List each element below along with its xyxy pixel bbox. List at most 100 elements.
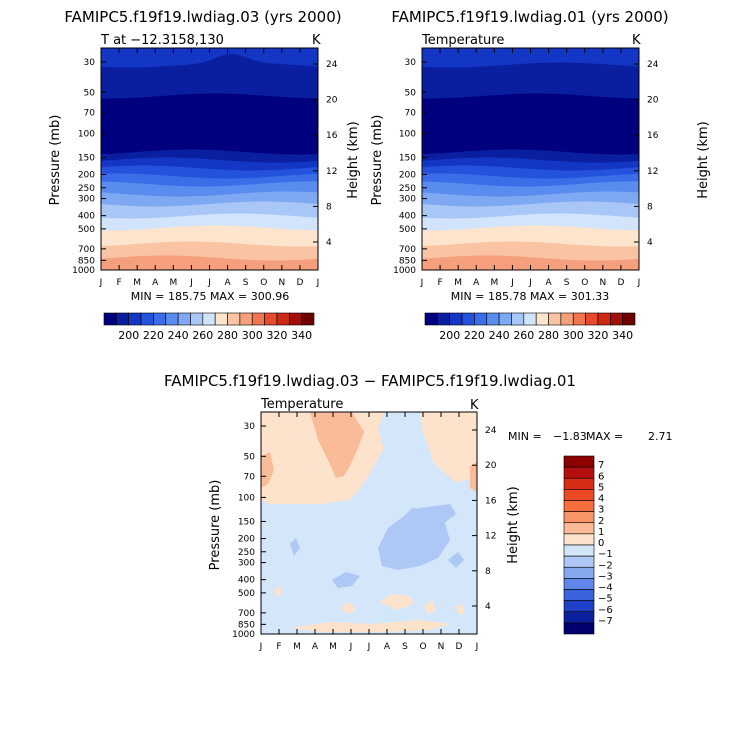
panel1-colorbar-label: 220	[143, 329, 164, 342]
panel1-stats: MIN = 185.75 MAX = 300.96	[131, 290, 289, 303]
panel3-colorbar-swatch	[563, 489, 595, 501]
panel1-colorbar-swatch	[128, 312, 142, 326]
panel1-height-label: 24	[326, 60, 338, 70]
panel2-colorbar-swatch	[486, 312, 500, 326]
panel3-colorbar-swatch	[563, 544, 595, 557]
panel1-colorbar-label: 320	[266, 329, 287, 342]
panel3-month-label: A	[384, 642, 391, 652]
panel1-ylabel-right: Height (km)	[346, 121, 361, 198]
panel1-colorbar-swatch	[288, 312, 302, 326]
panel1-colorbar-swatch	[264, 312, 278, 326]
panel2-stats: MIN = 185.78 MAX = 301.33	[451, 290, 609, 303]
panel2-ticks: J F M A M J J A S O N D J305070100150200250300400500…	[393, 48, 659, 288]
panel3-colorbar-label: 3	[598, 505, 604, 516]
panel1-pressure-label: 500	[78, 225, 95, 235]
panel3-pressure-label: 30	[244, 422, 256, 432]
panel3-colorbar-label: 1	[598, 527, 604, 538]
panel1-colorbar-label: 260	[192, 329, 213, 342]
panel1-height-label: 8	[326, 202, 332, 212]
panel1-colorbar-swatch	[202, 312, 216, 326]
panel3-colorbar-swatch	[563, 555, 595, 568]
panel3-pressure-label: 700	[238, 609, 255, 619]
panel-difference: FAMIPC5.f19f19.lwdiag.03 − FAMIPC5.f19f1…	[164, 372, 672, 652]
panel1-month-label: D	[296, 278, 303, 288]
diff-region-positive-lower-6	[456, 604, 464, 614]
panel3-pressure-label: 300	[238, 559, 255, 569]
panel2-month-label: D	[617, 278, 624, 288]
panel2-colorbar-swatch	[572, 312, 586, 326]
panel2-colorbar-swatch	[474, 312, 488, 326]
panel1-pressure-label: 300	[78, 195, 95, 205]
panel1-colorbar-label: 280	[217, 329, 238, 342]
diff-region-positive-right-edge	[470, 462, 477, 492]
panel3-stats-max: 2.71	[648, 430, 673, 443]
panel1-month-label: J	[189, 278, 193, 288]
panel2-colorbar-swatch	[523, 312, 537, 326]
diff-region-negative-band	[408, 504, 456, 528]
panel2-ylabel-right: Height (km)	[696, 121, 711, 198]
panel1-pressure-label: 30	[84, 58, 96, 68]
panel1-pressure-label: 100	[78, 129, 95, 139]
panel3-colorbar-swatch	[563, 600, 595, 613]
panel1-colorbar-swatch	[239, 312, 253, 326]
panel3-pressure-label: 400	[238, 576, 255, 586]
panel1-pressure-label: 1000	[72, 266, 95, 276]
panel2-pressure-label: 50	[405, 88, 417, 98]
panel3-ylabel-right: Height (km)	[506, 486, 521, 563]
panel1-month-label: A	[224, 278, 231, 288]
panel1-colorbar-swatch	[227, 312, 241, 326]
panel3-month-label: J	[475, 642, 479, 652]
panel1-month-label: J	[316, 278, 320, 288]
panel1-ticks: J F M A M J J A S O N D J305070100150200250300400500…	[72, 48, 338, 288]
panel3-pressure-label: 500	[238, 589, 255, 599]
panel3-colorbar-swatch	[563, 589, 595, 601]
panel3-colorbar-label: −3	[598, 571, 613, 582]
panel2-pressure-label: 500	[399, 225, 416, 235]
diff-region-negative-left-spot	[290, 538, 300, 556]
panel1-pressure-label: 250	[78, 184, 95, 194]
panel2-month-label: F	[437, 278, 442, 288]
panel3-pressure-label: 150	[238, 517, 255, 527]
diff-region-positive-lower-3	[290, 620, 452, 632]
panel2-colorbar-swatch	[548, 312, 562, 326]
panel2-month-label: O	[581, 278, 588, 288]
panel3-units: K	[470, 398, 479, 413]
panel3-colorbar-swatch	[563, 578, 595, 590]
panel3-height-label: 24	[485, 426, 497, 436]
panel3-month-label: S	[402, 642, 408, 652]
panel1-colorbar-swatch	[116, 312, 130, 326]
panel1-colorbar-swatch	[103, 312, 117, 326]
panel2-title: FAMIPC5.f19f19.lwdiag.01 (yrs 2000)	[391, 8, 668, 26]
panel3-colorbar-label: 4	[598, 494, 604, 505]
panel1-pressure-label: 700	[78, 245, 95, 255]
diff-region-positive-lower-4	[274, 586, 282, 596]
panel3-colorbar-label: −6	[598, 605, 613, 616]
panel3-colorbar-label: −4	[598, 583, 613, 594]
panel1-units: K	[312, 33, 321, 48]
panel2-colorbar-label: 240	[489, 329, 510, 342]
panel1-colorbar-swatch	[251, 312, 265, 326]
panel1-ylabel: Pressure (mb)	[48, 115, 63, 206]
panel1-month-label: J	[207, 278, 211, 288]
panel1-title: FAMIPC5.f19f19.lwdiag.03 (yrs 2000)	[64, 8, 341, 26]
diff-region-positive-lower-2	[340, 602, 356, 614]
panel3-pressure-label: 250	[238, 548, 255, 558]
panel1-pressure-label: 200	[78, 171, 95, 181]
panel3-pressure-label: 50	[244, 452, 256, 462]
panel2-height-label: 20	[647, 96, 659, 106]
panel1-month-label: O	[260, 278, 267, 288]
panel3-colorbar-label: −7	[598, 616, 613, 627]
panel3-colorbar-swatch	[563, 511, 595, 524]
panel3-month-label: D	[456, 642, 463, 652]
panel3-height-label: 12	[485, 532, 496, 542]
panel3-height-label: 4	[485, 602, 491, 612]
panel1-month-label: S	[243, 278, 249, 288]
panel3-pressure-label: 70	[244, 472, 256, 482]
panel2-month-label: A	[473, 278, 480, 288]
panel2-colorbar-swatch	[461, 312, 475, 326]
panel1-height-label: 12	[326, 167, 337, 177]
panel1-colorbar-swatch	[165, 312, 179, 326]
panel3-month-label: N	[438, 642, 445, 652]
panel2-colorbar-swatch	[560, 312, 574, 326]
panel1-pressure-label: 850	[78, 256, 95, 266]
